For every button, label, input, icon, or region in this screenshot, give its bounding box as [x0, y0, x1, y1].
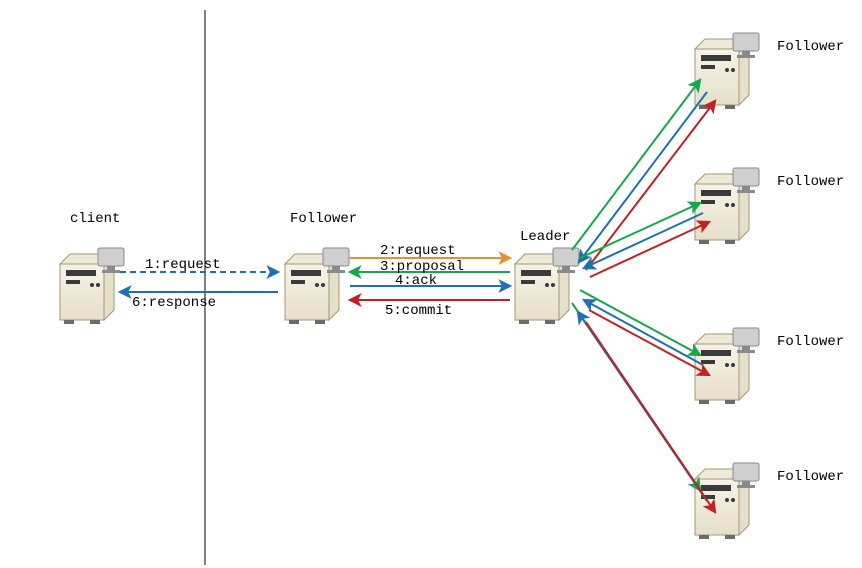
label-client: client: [70, 211, 120, 227]
diagram-canvas: client Follower Leader Follower Follower Foll…: [0, 0, 862, 568]
arrow-label: 4:ack: [395, 273, 437, 289]
arrow-ack: [584, 213, 703, 268]
label-leader: Leader: [520, 229, 570, 245]
server-follower2: [695, 168, 759, 244]
arrow-proposal: [580, 203, 700, 258]
server-follower1: [695, 33, 759, 109]
arrow-label: 6:response: [132, 295, 216, 311]
arrow-label: 5:commit: [385, 303, 452, 319]
arrow-commit: [590, 222, 709, 277]
arrow-proposal: [580, 290, 700, 355]
label-follower0: Follower: [290, 211, 357, 227]
server-follower4: [695, 463, 759, 539]
arrow-ack: [579, 92, 707, 262]
arrow-label: 1:request: [145, 257, 221, 273]
label-follower2: Follower: [777, 174, 844, 190]
arrow-proposal: [572, 80, 700, 250]
label-follower1: Follower: [777, 39, 844, 55]
label-follower3: Follower: [777, 334, 844, 350]
arrow-commit: [589, 310, 709, 375]
server-leader: [515, 248, 579, 324]
arrow-ack: [584, 300, 703, 365]
server-follower3: [695, 328, 759, 404]
server-client: [60, 248, 124, 324]
arrow-label: 2:request: [380, 243, 456, 259]
server-follower0: [285, 248, 349, 324]
label-follower4: Follower: [777, 469, 844, 485]
